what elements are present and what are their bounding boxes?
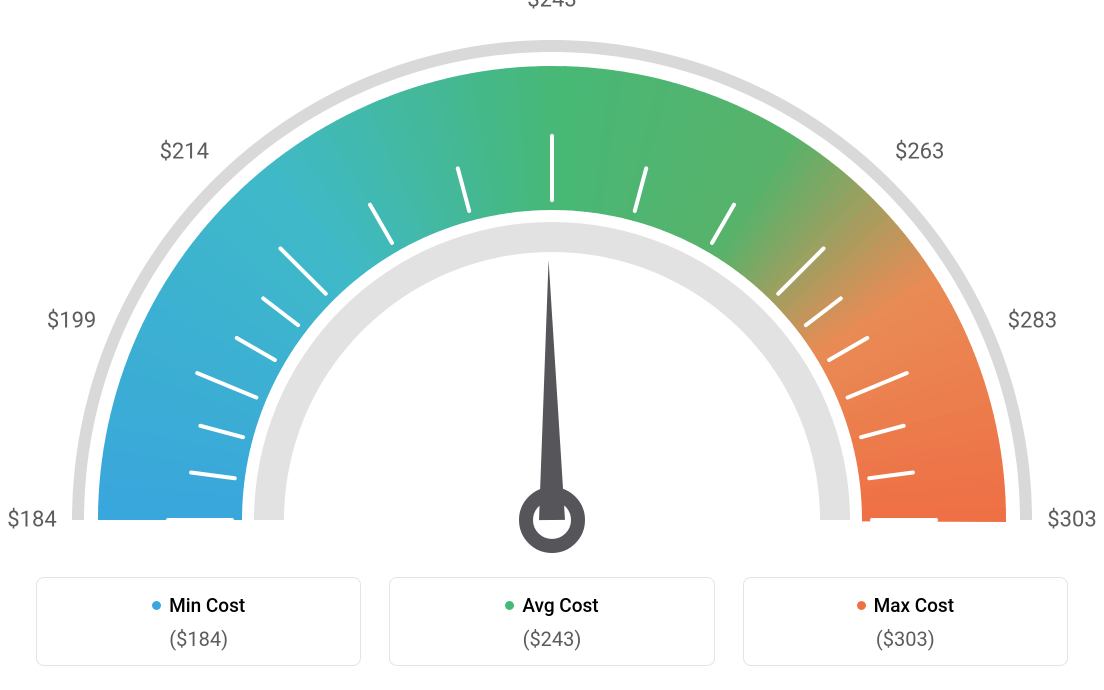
- gauge-tick-label: $283: [1008, 309, 1057, 334]
- legend-row: Min Cost ($184) Avg Cost ($243) Max Cost…: [0, 577, 1104, 666]
- gauge-tick-label: $303: [1047, 508, 1096, 533]
- gauge-svg: [0, 0, 1104, 560]
- legend-card-avg: Avg Cost ($243): [389, 577, 714, 666]
- legend-value-min: ($184): [47, 627, 350, 651]
- legend-label: Max Cost: [874, 594, 954, 617]
- legend-value-max: ($303): [754, 627, 1057, 651]
- gauge-tick-label: $199: [47, 309, 96, 334]
- legend-title-avg: Avg Cost: [505, 594, 598, 617]
- legend-value-avg: ($243): [400, 627, 703, 651]
- legend-card-min: Min Cost ($184): [36, 577, 361, 666]
- legend-title-max: Max Cost: [857, 594, 954, 617]
- dot-icon: [857, 601, 866, 610]
- gauge-tick-label: $184: [7, 508, 56, 533]
- legend-label: Avg Cost: [522, 594, 598, 617]
- legend-card-max: Max Cost ($303): [743, 577, 1068, 666]
- cost-gauge: $184 $199 $214 $243 $263 $283 $303: [0, 0, 1104, 560]
- legend-title-min: Min Cost: [152, 594, 245, 617]
- dot-icon: [505, 601, 514, 610]
- gauge-tick-label: $214: [160, 140, 209, 165]
- dot-icon: [152, 601, 161, 610]
- gauge-tick-label: $263: [895, 140, 944, 165]
- gauge-tick-label: $243: [527, 0, 576, 13]
- legend-label: Min Cost: [169, 594, 245, 617]
